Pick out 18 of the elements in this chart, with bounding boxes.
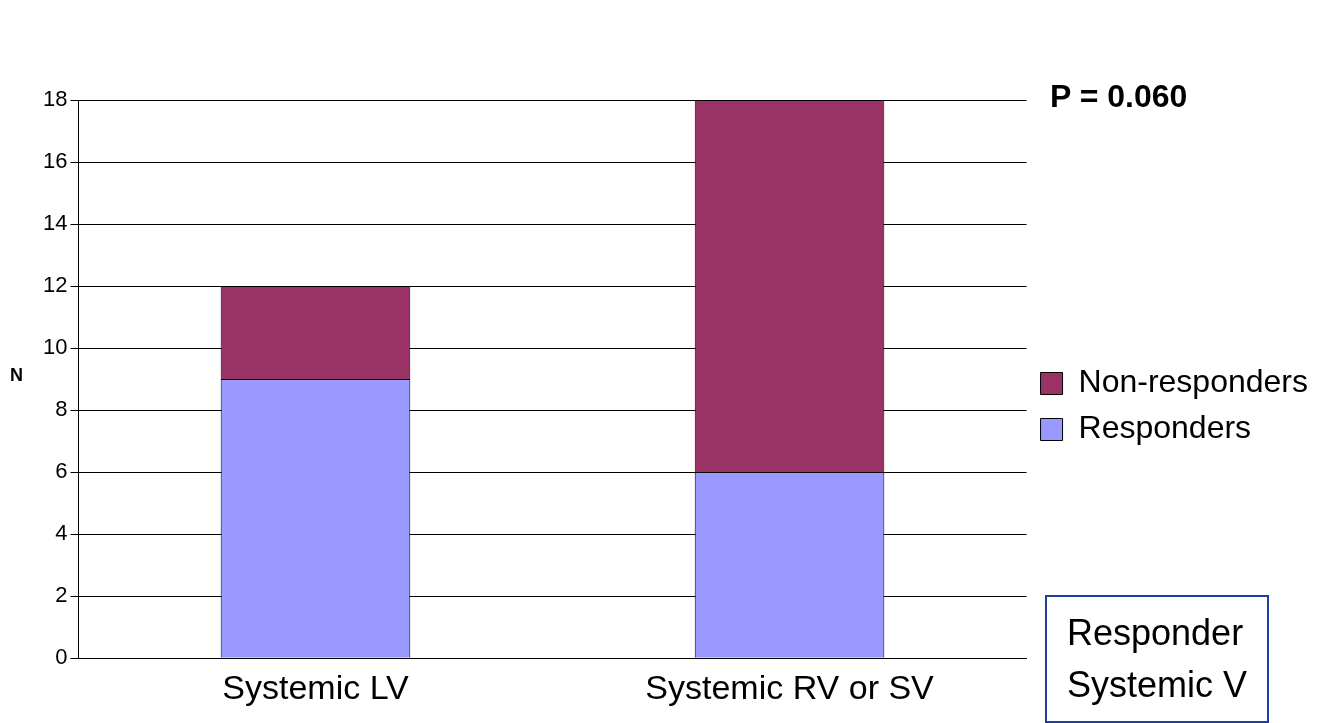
- y-tick-label: 18: [42, 86, 68, 112]
- x-tick-label: Systemic RV or SV: [645, 667, 935, 706]
- y-tick-label: 0: [55, 644, 68, 670]
- y-tick-label: 14: [42, 210, 68, 236]
- legend-label: Non-responders: [1078, 363, 1308, 400]
- text: Systemic V: [1067, 663, 1248, 707]
- y-tick-label: 10: [42, 334, 68, 360]
- text: P = 0.060: [1050, 78, 1188, 115]
- y-tick-label: 12: [42, 272, 68, 298]
- text: Responder: [1067, 611, 1245, 655]
- x-tick-label: Systemic LV: [222, 667, 410, 706]
- y-tick-label: 8: [55, 396, 68, 422]
- legend-label: Responders: [1078, 409, 1252, 446]
- y-tick-label: 16: [42, 148, 68, 174]
- y-axis-title: N: [10, 365, 23, 386]
- y-tick-label: 2: [55, 582, 68, 608]
- y-tick-label: 4: [55, 520, 68, 546]
- y-tick-label: 6: [55, 458, 68, 484]
